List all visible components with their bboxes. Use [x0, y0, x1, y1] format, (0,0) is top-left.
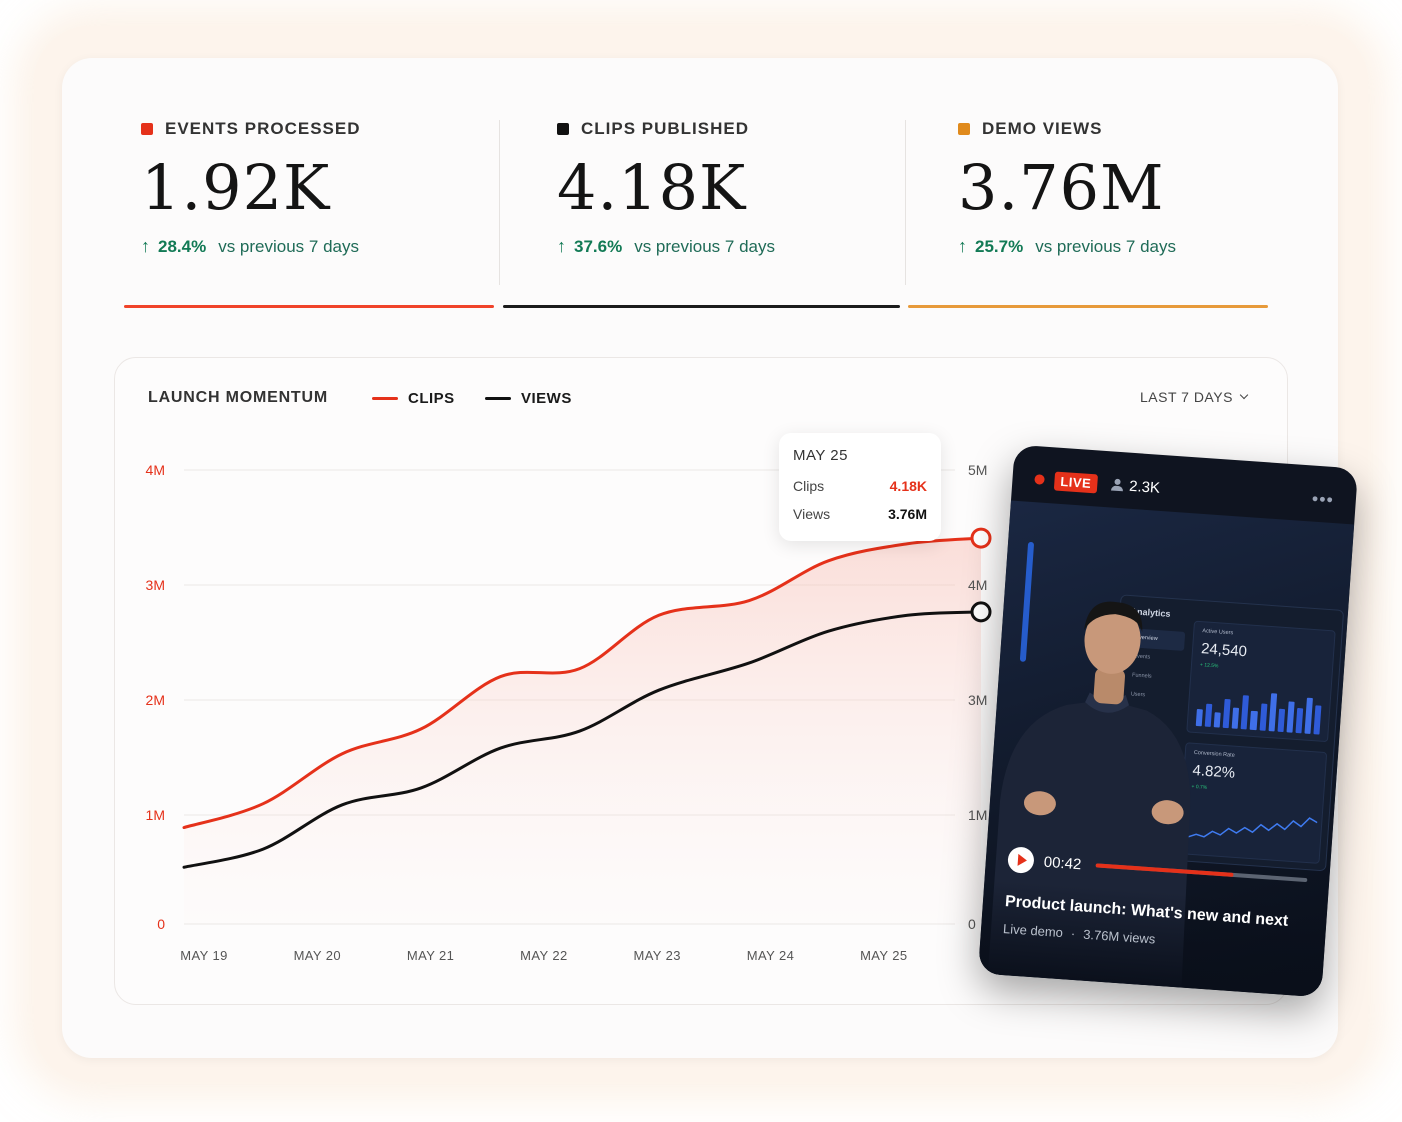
chart-title: LAUNCH MOMENTUM	[148, 389, 328, 406]
clips-square-icon	[557, 123, 569, 135]
meta-separator: ·	[1070, 925, 1076, 942]
series-line-views	[182, 610, 983, 869]
kpi-underline-views	[908, 305, 1268, 308]
kpi-comparison: vs previous 7 days	[1035, 236, 1176, 256]
kpi-label: CLIPS PUBLISHED	[581, 119, 750, 138]
series-line-clips	[182, 536, 983, 830]
kpi-demo-views: DEMO VIEWS 3.76M ↑ 25.7% vs previous 7 day…	[958, 118, 1176, 308]
kpi-label: EVENTS PROCESSED	[165, 119, 361, 138]
arrow-up-icon: ↑	[141, 236, 150, 257]
kpi-delta: 25.7%	[975, 236, 1024, 256]
y-right-tick-label: 4M	[968, 577, 987, 593]
kpi-delta: 28.4%	[158, 236, 207, 256]
video-progress-fill	[1095, 863, 1234, 877]
legend-swatch-clips	[372, 397, 398, 400]
tooltip-value-views: 3.76M	[888, 506, 927, 522]
x-tick-label: MAY 23	[633, 948, 680, 963]
views-square-icon	[958, 123, 970, 135]
kpi-delta: 37.6%	[574, 236, 623, 256]
kpi-underline-clips	[503, 305, 900, 308]
y-left-tick-label: 4M	[146, 462, 165, 478]
kpi-underline-events	[124, 305, 494, 308]
more-icon[interactable]: •••	[1311, 488, 1335, 510]
person-icon	[1111, 478, 1124, 491]
legend-item-clips[interactable]: CLIPS	[372, 390, 455, 407]
kpi-comparison: vs previous 7 days	[218, 236, 359, 256]
tooltip-date: MAY 25	[793, 447, 848, 464]
marker-views-end	[970, 601, 992, 623]
kpi-value: 1.92K	[141, 151, 331, 224]
kpi-clips-published: CLIPS PUBLISHED 4.18K ↑ 37.6% vs previous …	[557, 118, 775, 308]
kpi-divider	[499, 120, 500, 285]
y-left-tick-label: 3M	[146, 577, 165, 593]
y-left-tick-label: 2M	[146, 692, 165, 708]
record-dot-icon	[1034, 474, 1045, 485]
kpi-divider	[905, 120, 906, 285]
kpi-comparison: vs previous 7 days	[634, 236, 775, 256]
y-left-tick-label: 0	[157, 916, 165, 932]
video-progress-bar[interactable]	[1095, 863, 1308, 883]
backdrop-screen: Analytics Overview Events Funnels Users …	[1102, 594, 1345, 872]
play-button[interactable]	[1007, 846, 1035, 874]
legend-item-views[interactable]: VIEWS	[485, 390, 572, 407]
chart-tooltip: MAY 25 Clips 4.18K Views 3.76M	[779, 433, 941, 541]
tooltip-label-views: Views	[793, 506, 831, 522]
x-tick-label: MAY 21	[407, 948, 454, 963]
y-left-tick-label: 1M	[146, 807, 165, 823]
y-right-tick-label: 5M	[968, 462, 987, 478]
tooltip-value-clips: 4.18K	[889, 478, 927, 494]
x-tick-label: MAY 19	[180, 948, 227, 963]
legend-label-clips: CLIPS	[408, 390, 455, 407]
date-range-dropdown[interactable]: LAST 7 DAYS	[1140, 389, 1249, 405]
legend-swatch-views	[485, 397, 511, 400]
viewer-count-value: 2.3K	[1128, 477, 1161, 497]
kpi-label: DEMO VIEWS	[982, 119, 1103, 138]
x-tick-label: MAY 25	[860, 948, 907, 963]
live-badge: LIVE	[1053, 471, 1098, 493]
y-right-tick-label: 3M	[968, 692, 987, 708]
arrow-up-icon: ↑	[958, 236, 967, 257]
events-square-icon	[141, 123, 153, 135]
x-tick-label: MAY 24	[747, 948, 794, 963]
tile-sparkline	[1185, 817, 1318, 839]
date-range-label: LAST 7 DAYS	[1140, 389, 1233, 405]
legend-label-views: VIEWS	[521, 390, 572, 407]
tooltip-label-clips: Clips	[793, 478, 825, 494]
kpi-value: 4.18K	[557, 151, 747, 224]
marker-clips-end	[970, 527, 992, 549]
y-right-tick-label: 1M	[968, 807, 987, 823]
presenter-figure	[977, 601, 1328, 998]
screen-tile-conversion: Conversion Rate 4.82% + 0.7%	[1177, 742, 1328, 864]
arrow-up-icon: ↑	[557, 236, 566, 257]
kpi-value: 3.76M	[958, 151, 1165, 224]
live-video-card[interactable]: LIVE 2.3K ••• Analytics Overview Events …	[977, 444, 1359, 998]
video-stage: Analytics Overview Events Funnels Users …	[977, 500, 1355, 998]
viewer-count: 2.3K	[1111, 476, 1161, 496]
y-right-tick-label: 0	[968, 916, 976, 932]
kpi-events-processed: EVENTS PROCESSED 1.92K ↑ 28.4% vs previous…	[141, 118, 361, 308]
video-timecode: 00:42	[1043, 853, 1082, 873]
x-tick-label: MAY 20	[294, 948, 341, 963]
x-tick-label: MAY 22	[520, 948, 567, 963]
